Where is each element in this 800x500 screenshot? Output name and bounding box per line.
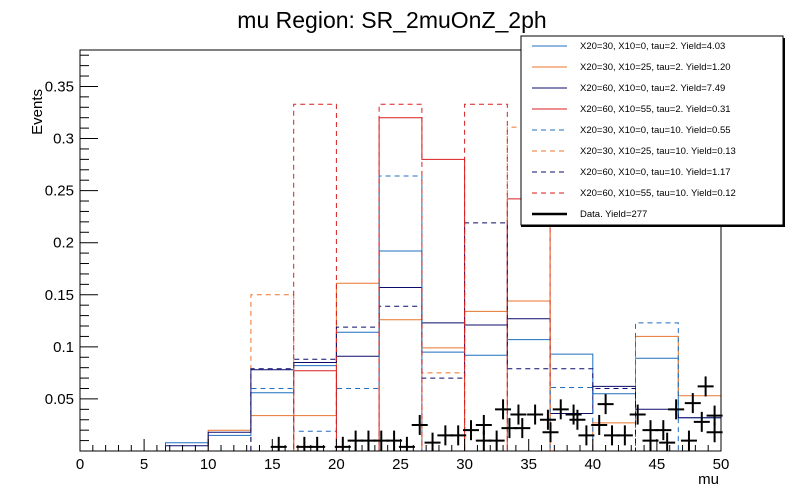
x-tick-label: 0 [76, 456, 84, 473]
legend-label: X20=60, X10=0, tau=2. Yield=7.49 [580, 83, 725, 94]
y-tick-label: 0.25 [45, 183, 74, 200]
x-tick-label: 25 [392, 456, 409, 473]
data-point [684, 393, 701, 414]
x-tick-label: 5 [140, 456, 148, 473]
legend-entry: Data. Yield=277 [532, 209, 647, 220]
legend-entry: X20=30, X10=25, tau=2. Yield=1.20 [532, 62, 731, 73]
data-point [510, 404, 527, 425]
y-tick-label: 0.3 [53, 131, 74, 148]
data-point [565, 404, 582, 425]
data-point [597, 394, 614, 415]
chart-title: mu Region: SR_2muOnZ_2ph [237, 7, 546, 33]
x-tick-label: 40 [584, 456, 601, 473]
x-axis-title: mu [698, 471, 719, 488]
legend-label: X20=60, X10=55, tau=2. Yield=0.31 [580, 104, 731, 115]
data-point [578, 425, 595, 446]
data-point [569, 409, 586, 430]
legend-entry: X20=60, X10=55, tau=2. Yield=0.31 [532, 104, 731, 115]
legend-label: X20=30, X10=0, tau=10. Yield=0.55 [580, 125, 731, 136]
data-point [616, 425, 633, 446]
series-8-histogram [80, 103, 721, 452]
data-point [552, 399, 569, 420]
legend-label: X20=60, X10=55, tau=10. Yield=0.12 [580, 188, 736, 199]
legend-label: X20=60, X10=0, tau=10. Yield=1.17 [580, 167, 731, 178]
data-point [527, 404, 544, 425]
legend-shadow-bottom [521, 225, 783, 227]
legend-entries: X20=30, X10=0, tau=2. Yield=4.03 X20=30, … [532, 41, 736, 220]
data-point [693, 411, 710, 432]
legend: X20=30, X10=0, tau=2. Yield=4.03 X20=30, … [520, 35, 785, 227]
data-point [488, 430, 505, 451]
legend-label: Data. Yield=277 [580, 209, 647, 220]
data-point [706, 422, 723, 443]
data-point [668, 399, 685, 420]
x-tick-label: 20 [328, 456, 345, 473]
y-tick-label: 0.2 [53, 235, 74, 252]
y-tick-label: 0.15 [45, 287, 74, 304]
data-point [542, 422, 559, 443]
x-tick-label: 15 [264, 456, 281, 473]
data-point [495, 399, 512, 420]
legend-entry: X20=30, X10=0, tau=10. Yield=0.55 [532, 125, 731, 136]
x-axis: 0 5 10 15 20 25 30 35 40 45 50 [76, 439, 730, 473]
y-tick-label: 0.05 [45, 391, 74, 408]
y-axis: 0.05 0.1 0.15 0.2 0.25 0.3 0.35 [45, 54, 98, 452]
legend-entry: X20=60, X10=0, tau=2. Yield=7.49 [532, 83, 725, 94]
y-tick-label: 0.1 [53, 339, 74, 356]
x-tick-label: 35 [520, 456, 537, 473]
data-point [424, 432, 441, 451]
y-axis-title: Events [29, 89, 46, 135]
legend-entry: X20=60, X10=55, tau=10. Yield=0.12 [532, 188, 736, 199]
data-point [309, 436, 326, 451]
data-point [697, 376, 714, 397]
data-point [655, 420, 672, 441]
data-point [450, 425, 467, 446]
legend-entry: X20=60, X10=0, tau=10. Yield=1.17 [532, 167, 731, 178]
legend-entry: X20=30, X10=0, tau=2. Yield=4.03 [532, 41, 725, 52]
data-layer [270, 376, 723, 451]
x-tick-label: 45 [649, 456, 666, 473]
data-point [539, 409, 556, 430]
data-point [411, 414, 428, 435]
data-point [642, 430, 659, 451]
data-point [463, 420, 480, 441]
data-point [680, 430, 697, 451]
y-tick-label: 0.35 [45, 78, 74, 95]
x-tick-label: 50 [713, 456, 730, 473]
legend-entry: X20=30, X10=25, tau=10. Yield=0.13 [532, 146, 736, 157]
legend-label: X20=30, X10=25, tau=10. Yield=0.13 [580, 146, 736, 157]
data-point [386, 430, 403, 451]
data-point [270, 436, 287, 451]
data-point [659, 432, 676, 451]
data-point [591, 414, 608, 435]
legend-label: X20=30, X10=25, tau=2. Yield=1.20 [580, 62, 731, 73]
data-point [334, 436, 351, 451]
data-point [398, 436, 415, 451]
legend-shadow-right [783, 38, 785, 227]
series-6-histogram [80, 126, 721, 452]
x-tick-label: 30 [456, 456, 473, 473]
data-point [629, 404, 646, 425]
data-point [475, 414, 492, 435]
x-tick-label: 10 [200, 456, 217, 473]
data-point [514, 418, 531, 439]
legend-label: X20=30, X10=0, tau=2. Yield=4.03 [580, 41, 725, 52]
